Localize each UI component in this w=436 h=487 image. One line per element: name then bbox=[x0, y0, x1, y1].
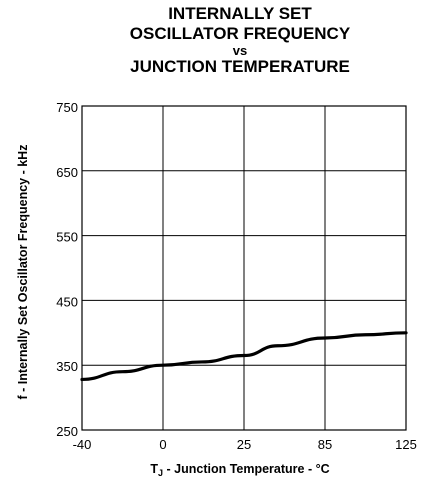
y-tick-label: 350 bbox=[56, 359, 78, 374]
title-line-3: vs bbox=[232, 43, 248, 58]
x-axis-label-subscript: J bbox=[158, 468, 163, 478]
y-tick-labels: 750 650 550 450 350 250 bbox=[56, 100, 78, 439]
title-line-2: OSCILLATOR FREQUENCY bbox=[129, 24, 351, 43]
x-tick-label: -40 bbox=[73, 437, 92, 452]
y-tick-label: 550 bbox=[56, 230, 78, 245]
y-tick-label: 650 bbox=[56, 165, 78, 180]
x-tick-label: 0 bbox=[159, 437, 166, 452]
title-line-1: INTERNALLY SET bbox=[168, 4, 312, 23]
title-line-4: JUNCTION TEMPERATURE bbox=[130, 57, 350, 76]
x-axis-label: TJ - Junction Temperature - °C bbox=[150, 462, 329, 478]
x-tick-label: 125 bbox=[395, 437, 417, 452]
y-tick-label: 250 bbox=[56, 424, 78, 439]
series-line bbox=[80, 331, 408, 382]
y-axis-label: f - Internally Set Oscillator Frequency … bbox=[16, 145, 30, 400]
x-axis-label-main: T bbox=[150, 462, 158, 476]
y-tick-label: 450 bbox=[56, 294, 78, 309]
series bbox=[80, 331, 408, 382]
chart-title: INTERNALLY SET OSCILLATOR FREQUENCY vs J… bbox=[0, 4, 436, 77]
x-tick-label: 85 bbox=[318, 437, 332, 452]
y-tick-label: 750 bbox=[56, 100, 78, 115]
grid bbox=[81, 105, 407, 431]
x-axis-label-rest: - Junction Temperature - °C bbox=[163, 462, 330, 476]
x-tick-label: 25 bbox=[237, 437, 251, 452]
x-tick-labels: -40 0 25 85 125 bbox=[73, 437, 417, 452]
